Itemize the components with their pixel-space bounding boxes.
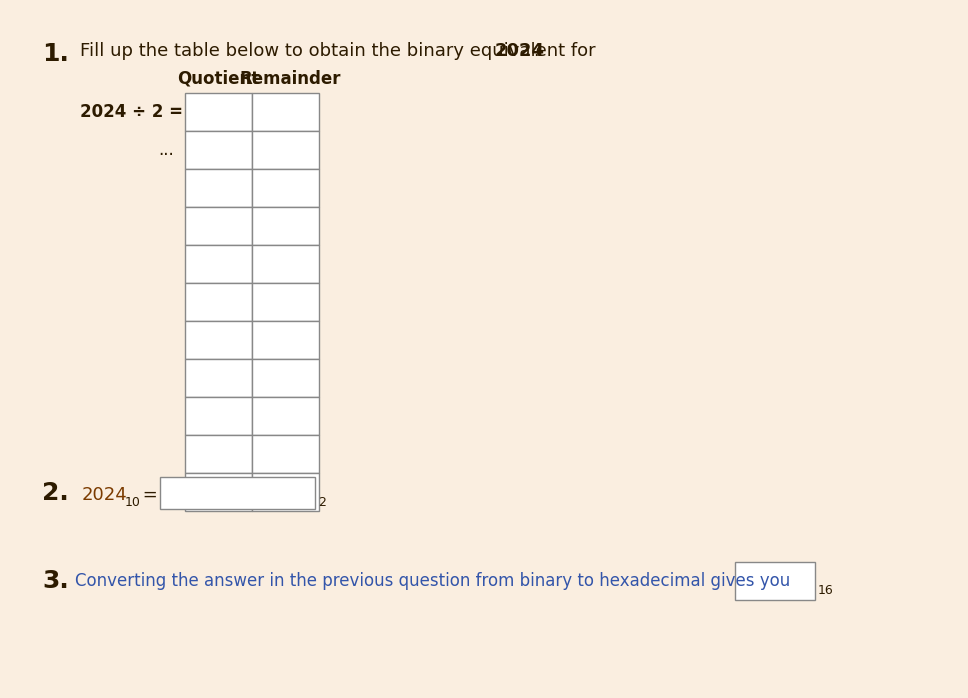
Bar [185, 169, 252, 207]
Text: 10: 10 [125, 496, 141, 510]
Text: Quotient: Quotient [177, 70, 259, 88]
Bar [252, 93, 319, 131]
Bar [252, 397, 319, 435]
Bar [252, 435, 319, 473]
Text: Fill up the table below to obtain the binary equivalent for: Fill up the table below to obtain the bi… [80, 42, 601, 60]
Bar [185, 359, 252, 397]
Text: =: = [137, 486, 158, 504]
Bar [252, 473, 319, 511]
Text: 2.: 2. [42, 481, 69, 505]
Bar [185, 435, 252, 473]
Text: 3.: 3. [42, 569, 69, 593]
Text: 2024: 2024 [82, 486, 128, 504]
Bar [185, 321, 252, 359]
Bar [735, 562, 815, 600]
Bar [185, 283, 252, 321]
Bar [185, 93, 252, 131]
Text: 2: 2 [318, 496, 326, 510]
Text: 1.: 1. [42, 42, 69, 66]
Bar [252, 359, 319, 397]
Text: Converting the answer in the previous question from binary to hexadecimal gives : Converting the answer in the previous qu… [75, 572, 790, 590]
Bar [252, 207, 319, 245]
Text: 2024: 2024 [495, 42, 545, 60]
Bar [185, 207, 252, 245]
Bar [252, 131, 319, 169]
Bar [252, 245, 319, 283]
Bar [185, 473, 252, 511]
Bar [252, 169, 319, 207]
Bar [185, 397, 252, 435]
Text: 2024 ÷ 2 =: 2024 ÷ 2 = [80, 103, 183, 121]
Text: Remainder: Remainder [239, 70, 341, 88]
Bar [160, 477, 315, 509]
Bar [185, 245, 252, 283]
Bar [252, 283, 319, 321]
Text: 16: 16 [818, 584, 833, 597]
Bar [185, 131, 252, 169]
Text: .: . [533, 42, 539, 60]
Bar [252, 321, 319, 359]
Text: ...: ... [158, 141, 173, 159]
